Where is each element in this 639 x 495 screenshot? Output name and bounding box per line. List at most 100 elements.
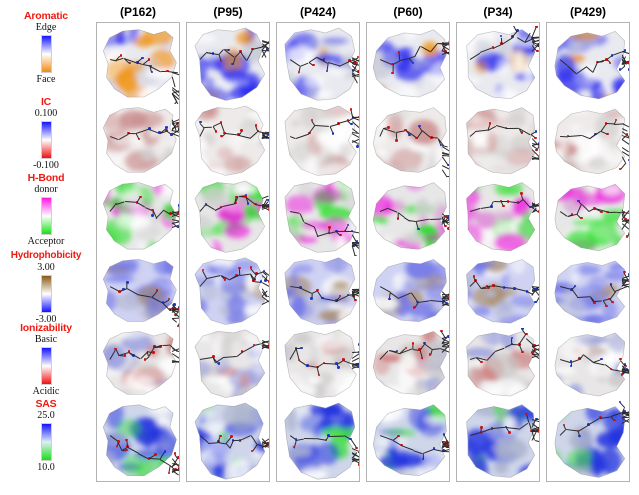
surface-render (277, 26, 359, 104)
ligand-stick-model (277, 256, 359, 328)
ligand-stick-model (367, 104, 449, 179)
molecular-surface (284, 180, 357, 253)
surface-render (457, 401, 539, 481)
surface-render (97, 401, 179, 481)
panel-column-p162[interactable] (96, 22, 180, 482)
surface-render (187, 104, 269, 179)
surface-render (187, 256, 269, 328)
surface-render (367, 328, 449, 401)
molecular-surface (466, 259, 536, 324)
ligand-stick-model (97, 401, 179, 481)
legend-colorbar (40, 121, 52, 159)
panel-column-p429[interactable] (546, 22, 630, 482)
surface-render (457, 26, 539, 104)
molecular-surface (554, 108, 626, 175)
legend-title: Hydrophobicity (10, 250, 82, 261)
legend-colorbar (40, 347, 52, 385)
legend-ic: IC 0.100 -0.100 (0, 96, 92, 172)
surface-render (277, 328, 359, 401)
molecular-surface (554, 406, 626, 478)
ligand-stick-model (457, 256, 539, 328)
molecular-surface (554, 183, 626, 252)
surface-render (187, 328, 269, 401)
molecular-surface (102, 29, 177, 98)
ligand-stick-model (457, 401, 539, 481)
ligand-stick-model (97, 256, 179, 328)
ligand-stick-model (187, 179, 269, 256)
molecular-surface (554, 332, 626, 397)
ligand-stick-model (187, 401, 269, 481)
surface-render (187, 26, 269, 104)
surface-render (97, 26, 179, 104)
legend-h-bond: H-Bond donor Acceptor (0, 172, 92, 248)
ligand-stick-model (187, 104, 269, 179)
surface-render (457, 256, 539, 328)
ligand-stick-model (367, 256, 449, 328)
ligand-stick-model (277, 328, 359, 401)
ligand-stick-model (547, 26, 629, 104)
molecular-surface (466, 107, 536, 175)
panel-column-p424[interactable] (276, 22, 360, 482)
legend-aromatic: Aromatic Edge Face (0, 10, 92, 86)
panel-grid: (P162) (P95) (P424) (P60) (P34) (P429) (92, 0, 639, 495)
ligand-stick-model (187, 26, 269, 104)
surface-render (457, 179, 539, 256)
column-header-p429: (P429) (569, 5, 607, 19)
legend-colorbar (40, 35, 52, 73)
panel-column-p95[interactable] (186, 22, 270, 482)
molecular-surface (194, 105, 266, 176)
surface-render (547, 179, 629, 256)
legend-top-label: 3.00 (37, 262, 55, 273)
molecular-surface (284, 105, 357, 176)
legend-top-label: Edge (35, 22, 57, 33)
surface-render (187, 179, 269, 256)
surface-render (457, 328, 539, 401)
panel-column-p34[interactable] (456, 22, 540, 482)
legend-bottom-label: -3.00 (35, 314, 57, 325)
ligand-stick-model (277, 26, 359, 104)
molecular-surface (284, 402, 357, 480)
molecular-surface (372, 404, 447, 477)
molecular-surface (102, 259, 177, 322)
column-header-p60: (P60) (393, 5, 423, 19)
surface-render (277, 401, 359, 481)
ligand-stick-model (277, 179, 359, 256)
surface-render (547, 401, 629, 481)
ligand-stick-model (187, 328, 269, 401)
surface-render (97, 179, 179, 256)
legend-bottom-label: Face (36, 74, 56, 85)
ligand-stick-model (187, 256, 269, 328)
legend-title: SAS (35, 398, 57, 410)
ligand-stick-model (97, 328, 179, 401)
panel-column-p60[interactable] (366, 22, 450, 482)
ligand-stick-model (97, 26, 179, 104)
ligand-stick-model (277, 401, 359, 481)
column-header-p424: (P424) (299, 5, 337, 19)
surface-render (367, 256, 449, 328)
ligand-stick-model (367, 401, 449, 481)
column-header-p34: (P34) (483, 5, 513, 19)
surface-render (277, 179, 359, 256)
surface-render (187, 401, 269, 481)
surface-render (367, 179, 449, 256)
surface-render (457, 104, 539, 179)
molecular-surface (372, 331, 447, 395)
legend-hydrophobicity: Hydrophobicity 3.00 -3.00 (0, 250, 92, 326)
molecular-surface (284, 329, 357, 398)
legend-bottom-label: Acceptor (27, 236, 65, 247)
column-header-p162: (P162) (119, 5, 157, 19)
ligand-stick-model (277, 104, 359, 179)
surface-render (97, 104, 179, 179)
ligand-stick-model (547, 104, 629, 179)
surface-render (547, 256, 629, 328)
surface-render (367, 26, 449, 104)
legend-bottom-label: Acidic (32, 386, 60, 397)
ligand-stick-model (457, 26, 539, 104)
surface-render (277, 104, 359, 179)
ligand-stick-model (367, 26, 449, 104)
surface-render (547, 104, 629, 179)
legend-title: Aromatic (24, 10, 68, 22)
legend-top-label: 25.0 (37, 410, 55, 421)
molecular-surface (102, 107, 177, 173)
surface-render (547, 26, 629, 104)
